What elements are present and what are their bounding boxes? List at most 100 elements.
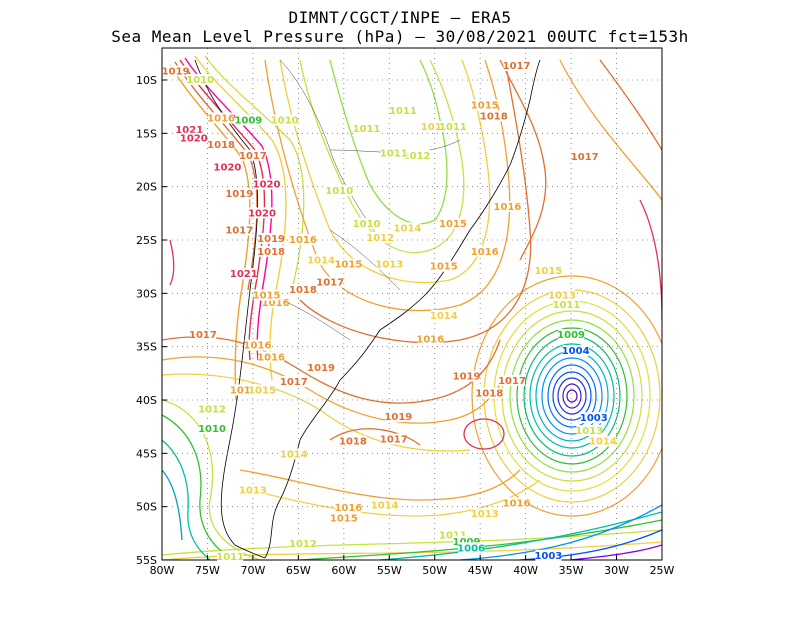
contour-label: 1017 — [316, 276, 344, 289]
x-tick-label: 60W — [331, 564, 356, 577]
contour-label-text: 1016 — [471, 247, 499, 258]
contour-label-text: 1019 — [225, 189, 253, 200]
contour-label-text: 1016 — [257, 352, 285, 363]
contour-label-text: 1010 — [353, 219, 381, 230]
contour-label-text: 1019 — [257, 234, 285, 245]
contour-label-bg — [226, 224, 253, 236]
east-coast — [264, 59, 541, 559]
contour-label: 1011 — [216, 550, 244, 563]
contour-label-bg — [199, 403, 225, 415]
y-tick-label: 40S — [136, 394, 157, 407]
contour-label-bg — [162, 65, 189, 77]
contour-label: 1020 — [214, 161, 242, 174]
isobar-south — [162, 529, 662, 556]
contour-label-text: 1011 — [216, 552, 244, 563]
x-tick-label: 45W — [468, 564, 493, 577]
contour-label: 1019 — [384, 411, 412, 423]
contour-label-text: 1018 — [339, 437, 367, 448]
contour-label: 1015 — [439, 218, 467, 230]
contour-label-bg — [353, 123, 380, 135]
contour-label-bg — [480, 110, 507, 122]
isobar-andes — [179, 59, 266, 361]
contour-label-bg — [239, 149, 266, 161]
isobar-interior — [299, 59, 532, 344]
contour-label: 1017 — [380, 433, 408, 446]
isobar-interior — [279, 59, 491, 284]
contour-label-text: 1020 — [214, 163, 242, 174]
contour-label-text: 1016 — [289, 235, 317, 246]
contour-label-bg — [376, 258, 403, 270]
contour-label-text: 1010 — [186, 75, 214, 86]
contour-label: 1014 — [421, 121, 449, 133]
contour-label-text: 1018 — [289, 285, 317, 296]
contour-label-bg — [367, 231, 394, 243]
west-coast — [194, 59, 266, 559]
contour-label-bg — [217, 550, 244, 562]
contour-label-bg — [439, 529, 466, 541]
contour-label-bg — [289, 284, 316, 296]
map-frame — [161, 47, 663, 561]
contour-label: 1017 — [239, 149, 267, 162]
isobar-east — [559, 59, 662, 201]
x-tick-label: 25W — [650, 564, 675, 577]
contour-label-text: 1010 — [325, 186, 353, 197]
contour-label-bg — [235, 114, 262, 126]
y-tick-label: 15S — [136, 127, 157, 140]
contour-label-text: 1018 — [480, 111, 508, 122]
contour-label-bg — [553, 299, 580, 311]
contour-label: 1014 — [430, 309, 458, 322]
contour-label: 1018 — [480, 110, 508, 122]
contour-label-bg — [180, 132, 207, 144]
y-axis-ticks: 10S 15S 20S 25S 30S 35S 40S 45S 50S 55S — [136, 74, 167, 567]
contour-label-text: 1010 — [198, 424, 226, 435]
contour-label: 1015 — [330, 512, 358, 524]
contour-label-bg — [244, 339, 271, 351]
contour-label-text: 1015 — [439, 219, 467, 230]
contour-label-text: 1010 — [271, 116, 299, 127]
contour-label-text: 1016 — [244, 341, 272, 352]
contour-label-text: 1017 — [316, 278, 344, 289]
contour-label-bg — [562, 345, 589, 356]
contour-label: 1017 — [189, 329, 217, 341]
contour-label-text: 1012 — [289, 539, 317, 550]
contour-label-text: 1018 — [475, 389, 503, 400]
map-title-line1: DIMNT/CGCT/INPE — ERA5 — [288, 8, 512, 27]
contour-label-bg — [239, 484, 266, 496]
x-tick-label: 35W — [559, 564, 584, 577]
contour-label: 1013 — [375, 258, 403, 271]
contour-label-bg — [271, 114, 298, 126]
isobar-andes — [184, 57, 273, 361]
contour-label-bg — [253, 178, 280, 190]
contour-label: 1018 — [339, 435, 367, 448]
contour-label-bg — [385, 411, 412, 423]
contour-label-text: 1015 — [334, 260, 362, 271]
isobar-east — [599, 59, 662, 151]
contour-label: 1017 — [225, 224, 253, 236]
contour-label-bg — [249, 384, 275, 396]
contour-label-bg — [280, 448, 307, 460]
contour-label: 1011 — [439, 529, 467, 542]
contour-label-text: 1004 — [562, 346, 590, 357]
isobar-southwest — [162, 439, 211, 560]
isobar-west — [169, 239, 175, 286]
contour-label-text: 1017 — [498, 376, 526, 387]
contour-label: 1016 — [503, 497, 531, 510]
high-cell — [463, 418, 505, 450]
contour-label-text: 1016 — [503, 499, 531, 510]
contour-label-bg — [317, 276, 344, 288]
border — [329, 229, 401, 291]
contour-label-text: 1017 — [280, 377, 308, 388]
y-tick-label: 50S — [136, 501, 157, 514]
contour-label-bg — [189, 329, 216, 340]
contour-label: 1013 — [471, 508, 499, 520]
contour-label: 1012 — [366, 231, 394, 244]
contour-label-text: 1012 — [366, 233, 394, 244]
contour-label: 1018 — [207, 139, 235, 151]
contour-label: 1017 — [503, 60, 530, 72]
isobar-andes — [169, 64, 251, 401]
contour-label-text: 1017 — [225, 225, 253, 236]
contour-label-text: 1011 — [380, 149, 408, 160]
contour-label: 1013 — [548, 289, 576, 302]
contour-label: 1011 — [553, 299, 580, 311]
contour-label: 1019 — [307, 362, 335, 374]
